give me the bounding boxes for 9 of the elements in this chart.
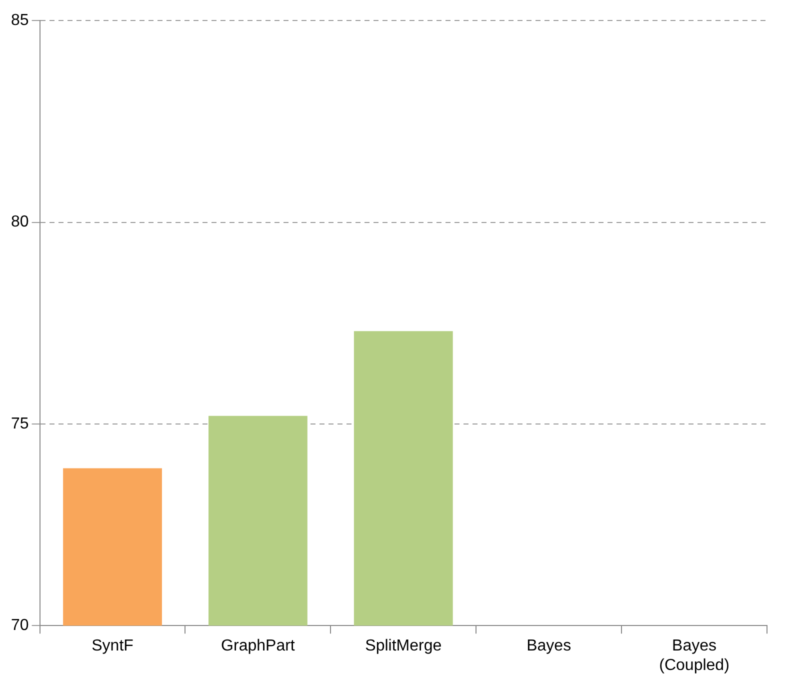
x-tick-label: GraphPart — [221, 638, 296, 655]
x-tick-label: Bayes (Coupled) — [659, 638, 730, 674]
y-tick-label: 85 — [11, 12, 29, 30]
y-tick-label: 75 — [11, 415, 29, 432]
x-tick-label: SyntF — [92, 638, 134, 655]
x-tick-label: SplitMerge — [365, 638, 442, 655]
y-tick-label: 70 — [11, 617, 29, 634]
x-tick-label: Bayes — [526, 638, 572, 655]
y-tick-label: 80 — [11, 214, 29, 231]
